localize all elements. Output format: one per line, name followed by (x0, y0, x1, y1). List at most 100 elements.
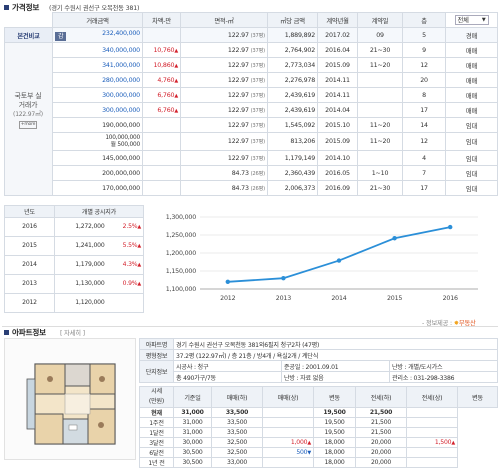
deal-ym: 2015.10 (317, 117, 358, 133)
floor-plan-image[interactable] (4, 338, 136, 460)
year: 2015 (4, 235, 55, 256)
deal-diff (142, 180, 181, 196)
col-unit-price[interactable]: ㎡당 금액 (267, 12, 318, 28)
market-date: 3달전 (139, 437, 174, 448)
chevron-down-icon: ▼ (481, 17, 486, 23)
plan-label: 평형정보 (139, 349, 174, 361)
official-price-row: 2015 1,241,000 5.5%▲ (4, 235, 144, 256)
deal-diff: 10,860▲ (142, 57, 181, 73)
deal-floor: 17 (402, 180, 446, 196)
data-point[interactable] (225, 279, 230, 284)
market-date: 1달전 (139, 427, 174, 438)
deal-day: 21~30 (357, 42, 403, 58)
jeonse-low: 18,000 (313, 447, 356, 458)
deal-row: 300,000,000 6,760▲ 122.97 (37평) 2,439,619 20… (5, 102, 498, 118)
market-row: 현재 31,000 33,500 19,500 21,500 (139, 407, 498, 418)
deal-unit-price: 813,206 (267, 132, 318, 151)
deal-diff (142, 132, 181, 151)
jeonse-high: 20,000 (355, 437, 407, 448)
apt-section-title: 아파트정보 (12, 328, 46, 337)
base-row-label: 본건비교 (4, 27, 53, 43)
up-arrow-icon: ▲ (174, 92, 178, 99)
market-date: 1주전 (139, 417, 174, 428)
deal-floor: 4 (402, 150, 446, 166)
apt-info-table: 아파트명 경기 수원시 권선구 오목천동 381외6필지 청구2차 (47평) 평… (139, 338, 499, 383)
type-select[interactable]: ▼ 전체 (454, 15, 489, 25)
col-price[interactable]: 거래금액 (52, 12, 143, 28)
deal-row: 200,000,000 84.73 (26평) 2,360,439 2016.05 1~… (5, 165, 498, 181)
year: 2013 (4, 273, 55, 294)
deal-row: 280,000,000 4,760▲ 122.97 (37평) 2,276,978 20… (5, 72, 498, 88)
deal-unit-price: 2,276,978 (267, 72, 318, 88)
sale-high: 32,500 (211, 447, 263, 458)
jeonse-low: 18,000 (313, 437, 356, 448)
data-point[interactable] (448, 224, 453, 230)
deal-ym: 2015.09 (317, 132, 358, 151)
official-price-row: 2016 1,272,000 2.5%▲ (4, 216, 144, 237)
provider-name: 부동산 (458, 320, 476, 327)
jeonse-low: 19,500 (313, 417, 356, 428)
data-point[interactable] (281, 276, 286, 281)
sale-high: 33,500 (211, 407, 263, 418)
official-price-table: 년도 개별 공시지가 2016 1,272,000 2.5%▲ 2015 1,241,0… (4, 205, 144, 313)
deal-type: 임대 (445, 150, 498, 166)
col-contract-day[interactable]: 계약일 (357, 12, 403, 28)
deal-ym: 2016.09 (317, 180, 358, 196)
col-floor[interactable]: 층 (402, 12, 446, 28)
deal-unit-price: 2,773,034 (267, 57, 318, 73)
deal-day: 21~30 (357, 180, 403, 196)
jeonse-high: 21,500 (355, 427, 407, 438)
more-button[interactable]: +more (18, 121, 38, 129)
deal-type: 매매 (445, 102, 498, 118)
deal-diff (142, 117, 181, 133)
detail-link[interactable]: [ 자세히 ] (60, 330, 85, 337)
up-arrow-icon: ▲ (174, 47, 178, 54)
sale-change (262, 407, 314, 418)
deal-price: 170,000,000 (102, 184, 140, 192)
market-date: 6달전 (139, 447, 174, 458)
deal-type: 매매 (445, 42, 498, 58)
market-row: 6달전 30,500 32,500 500▼ 18,000 20,000 (139, 447, 498, 458)
deal-floor: 12 (402, 132, 446, 151)
y-tick-label: 1,250,000 (166, 232, 196, 239)
price-table: 거래금액 차액-만 면적-㎡ ㎡당 금액 계약년월 계약일 층 ▼ 전체 본건비교… (4, 12, 498, 196)
sale-change: 1,000▲ (262, 437, 314, 448)
sale-low: 30,500 (173, 447, 212, 458)
deal-ym: 2014.10 (317, 150, 358, 166)
builder: 시공사 : 청구 (173, 360, 282, 372)
jeonse-high: 20,000 (355, 447, 407, 458)
deal-day (357, 150, 403, 166)
deal-type: 임대 (445, 117, 498, 133)
sale-high: 33,500 (211, 427, 263, 438)
jeonse-low: 19,500 (313, 407, 356, 418)
deal-price: 340,000,000 (102, 46, 140, 54)
official-price: 1,120,000 (54, 292, 107, 313)
col-area[interactable]: 면적-㎡ (180, 12, 268, 28)
jeonse-change (406, 417, 458, 428)
deal-unit-price: 1,179,149 (267, 150, 318, 166)
sale-change (262, 427, 314, 438)
official-price: 1,130,000 (54, 273, 107, 294)
deal-price: 190,000,000 (102, 121, 140, 129)
official-price-row: 2013 1,130,000 0.9%▲ (4, 273, 144, 294)
deal-floor: 14 (402, 117, 446, 133)
source-note: - 정보제공 : ✸부동산 (422, 320, 476, 327)
deal-unit-price: 2,360,439 (267, 165, 318, 181)
col-contract-ym[interactable]: 계약년월 (317, 12, 358, 28)
x-tick-label: 2012 (220, 295, 235, 302)
price-section-address: (경기 수원시 권선구 오목천동 381) (49, 5, 140, 12)
deal-unit-price: 2,764,902 (267, 42, 318, 58)
down-arrow-icon: ▼ (307, 450, 311, 456)
deal-price: 100,000,000 (105, 134, 140, 141)
deal-type: 매매 (445, 87, 498, 103)
jeonse-change (406, 407, 458, 418)
deal-ym: 2014.04 (317, 102, 358, 118)
x-tick-label: 2014 (331, 295, 346, 302)
col-diff[interactable]: 차액-만 (142, 12, 181, 28)
data-point[interactable] (336, 258, 342, 263)
data-point[interactable] (392, 236, 397, 241)
sale-low: 31,000 (173, 407, 212, 418)
market-row: 3달전 30,000 32,500 1,000▲ 18,000 20,000 1,500▲ (139, 437, 498, 448)
deal-unit-price: 1,545,092 (267, 117, 318, 133)
official-price-row: 2012 1,120,000 (4, 292, 144, 313)
